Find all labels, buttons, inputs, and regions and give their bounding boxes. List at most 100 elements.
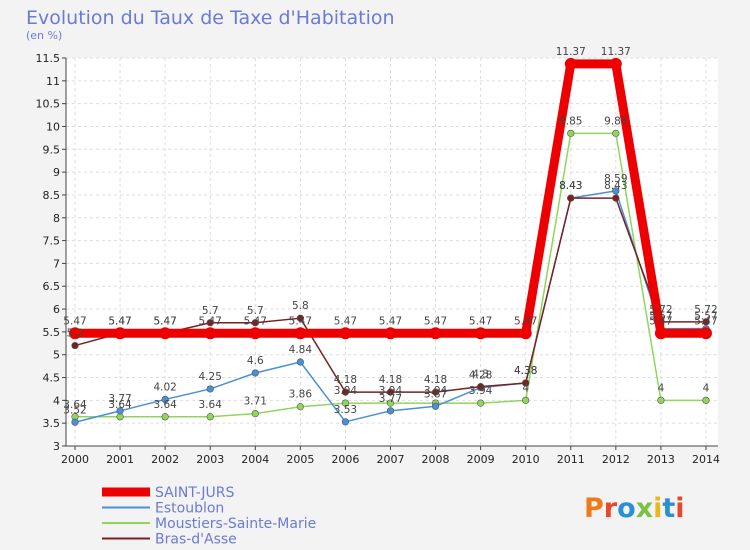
data-label-moustiers-sainte-marie: 3.64: [108, 399, 132, 411]
legend-label: Moustiers-Sainte-Marie: [155, 516, 316, 532]
y-tick-label: 6.5: [43, 280, 61, 293]
data-label-estoublon: 3.53: [334, 404, 357, 416]
data-label-moustiers-sainte-marie: 3.64: [153, 399, 177, 411]
data-point-moustiers-sainte-marie: [251, 409, 259, 418]
x-tick-label: 2007: [376, 453, 404, 466]
y-tick-label: 4: [53, 394, 60, 407]
data-point-estoublon: [341, 418, 350, 426]
data-label-moustiers-sainte-marie: 3.94: [379, 385, 403, 397]
data-point-estoublon: [251, 369, 259, 377]
data-label-moustiers-sainte-marie: 9.85: [604, 115, 627, 127]
data-label-saint-jurs: 5.47: [379, 315, 402, 327]
data-label-saint-jurs: 5.47: [199, 315, 222, 327]
data-label-bras-d-asse: 5.72: [649, 304, 672, 316]
x-tick-label: 2011: [557, 453, 585, 466]
x-tick-label: 2000: [61, 453, 89, 466]
y-tick-label: 5.5: [43, 326, 61, 339]
data-point-estoublon: [116, 407, 124, 415]
data-point-moustiers-sainte-marie: [116, 413, 124, 421]
y-tick-label: 5: [53, 349, 60, 362]
data-point-saint-jurs: [474, 327, 487, 340]
logo-letter: i: [653, 493, 662, 524]
data-label-saint-jurs: 5.47: [108, 315, 131, 327]
y-tick-label: 11: [46, 75, 60, 88]
data-label-saint-jurs: 5.47: [153, 315, 176, 327]
data-label-estoublon: 4.38: [514, 365, 537, 377]
data-point-saint-jurs: [384, 327, 397, 340]
data-label-bras-d-asse: 8.43: [604, 180, 627, 192]
data-label-bras-d-asse: 5.47: [108, 315, 131, 327]
data-point-estoublon: [206, 385, 214, 393]
data-point-moustiers-sainte-marie: [296, 403, 304, 411]
data-label-estoublon: 4.84: [289, 344, 313, 356]
data-label-moustiers-sainte-marie: 3.64: [63, 399, 87, 411]
data-label-moustiers-sainte-marie: 3.94: [424, 385, 448, 397]
chart-title: Evolution du Taux de Taxe d'Habitation: [26, 7, 395, 29]
legend-label: SAINT-JURS: [155, 485, 235, 501]
data-point-saint-jurs: [114, 327, 127, 340]
data-label-saint-jurs: 5.47: [424, 315, 447, 327]
data-point-moustiers-sainte-marie: [161, 413, 169, 421]
data-label-estoublon: 8.59: [604, 173, 627, 185]
x-tick-label: 2010: [512, 453, 540, 466]
data-point-estoublon: [431, 402, 440, 410]
data-point-bras-d-asse: [567, 194, 575, 202]
data-point-saint-jurs: [339, 327, 352, 340]
data-point-bras-d-asse: [386, 388, 395, 396]
data-point-bras-d-asse: [702, 318, 710, 326]
y-tick-label: 8: [53, 212, 60, 225]
data-label-bras-d-asse: 4.18: [424, 374, 447, 386]
data-point-moustiers-sainte-marie: [612, 129, 620, 137]
data-label-saint-jurs: 5.47: [289, 315, 312, 327]
data-point-moustiers-sainte-marie: [522, 396, 530, 404]
data-point-bras-d-asse: [477, 383, 485, 391]
data-point-moustiers-sainte-marie: [206, 413, 214, 421]
data-point-saint-jurs: [294, 327, 307, 340]
logo-letter: P: [584, 493, 604, 524]
data-label-saint-jurs: 5.47: [334, 315, 357, 327]
y-tick-label: 4.5: [43, 372, 61, 385]
data-point-estoublon: [161, 395, 169, 404]
data-point-saint-jurs: [609, 57, 622, 70]
data-label-estoublon: 4.02: [153, 381, 176, 393]
data-point-moustiers-sainte-marie: [657, 396, 665, 404]
logo-letter: r: [604, 493, 618, 524]
x-tick-label: 2001: [106, 453, 134, 466]
grid-lines: [66, 57, 718, 447]
x-tick-label: 2014: [692, 453, 720, 466]
data-label-saint-jurs: 5.47: [694, 315, 717, 327]
y-tick-label: 9.5: [43, 143, 61, 156]
y-tick-label: 8.5: [43, 189, 61, 202]
data-label-estoublon: 3.77: [379, 393, 402, 405]
data-point-bras-d-asse: [71, 341, 79, 350]
data-label-moustiers-sainte-marie: 4: [658, 382, 665, 394]
chart-subtitle: (en %): [26, 29, 62, 42]
y-tick-label: 3: [53, 440, 60, 453]
logo-letter: o: [617, 493, 636, 524]
data-label-bras-d-asse: 8.43: [559, 180, 582, 192]
data-point-bras-d-asse: [251, 319, 259, 327]
y-tick-label: 9: [53, 166, 60, 179]
data-label-moustiers-sainte-marie: 4: [522, 382, 529, 394]
x-tick-label: 2012: [602, 453, 630, 466]
x-tick-label: 2008: [422, 453, 450, 466]
data-label-moustiers-sainte-marie: 3.86: [289, 389, 313, 401]
x-axis-ticks: 2000 2001 2002 2003 2004 2005 2006 2007 2008 2009…: [61, 446, 720, 466]
data-label-saint-jurs: 5.47: [469, 315, 492, 327]
x-tick-label: 2006: [331, 453, 359, 466]
data-label-bras-d-asse: 4.38: [514, 365, 537, 377]
data-label-estoublon: 4.28: [469, 370, 492, 382]
y-tick-label: 6: [53, 303, 60, 316]
data-label-estoublon: 3.52: [63, 404, 86, 416]
data-label-estoublon: 3.77: [108, 393, 131, 405]
data-label-bras-d-asse: 5.2: [67, 328, 84, 340]
data-point-bras-d-asse: [431, 388, 440, 396]
data-label-saint-jurs: 11.37: [556, 46, 586, 58]
data-label-estoublon: 5.57: [694, 311, 717, 323]
data-label-bras-d-asse: 5.47: [153, 315, 176, 327]
data-label-bras-d-asse: 5.7: [247, 305, 264, 317]
data-point-moustiers-sainte-marie: [341, 399, 350, 407]
legend: SAINT-JURSEstoublonMoustiers-Sainte-Mari…: [102, 485, 316, 548]
data-label-bras-d-asse: 5.8: [292, 300, 309, 312]
